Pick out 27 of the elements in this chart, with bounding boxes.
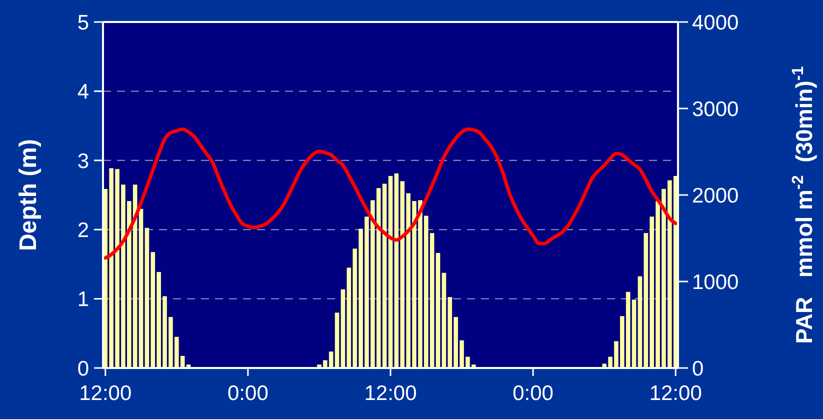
bar xyxy=(334,312,340,368)
bar xyxy=(436,252,440,368)
y-tick-label: 5 xyxy=(77,11,89,34)
x-tick-label: 12:00 xyxy=(79,382,132,405)
bar xyxy=(138,208,144,368)
bar xyxy=(632,300,636,368)
y-tick-label: 1 xyxy=(77,288,89,312)
y-tick-label: 3 xyxy=(77,150,89,173)
y2-tick-label: 2000 xyxy=(692,184,739,208)
x-tick-label: 0:00 xyxy=(228,382,268,405)
y2-tick-label: 4000 xyxy=(692,11,739,34)
y-tick-label: 4 xyxy=(77,80,90,104)
y-axis-title: Depth (m) xyxy=(15,139,42,251)
bar xyxy=(340,289,346,368)
y-tick-label: 2 xyxy=(77,218,89,242)
bar xyxy=(442,272,446,368)
bar xyxy=(638,276,642,368)
y2-tick-label: 0 xyxy=(692,357,704,380)
y2-tick-label: 1000 xyxy=(692,270,739,294)
y2-tick-label: 3000 xyxy=(692,98,739,121)
x-tick-label: 12:00 xyxy=(364,382,417,405)
x-tick-label: 0:00 xyxy=(512,382,554,405)
bar xyxy=(144,228,150,368)
line-series xyxy=(104,128,678,260)
x-tick-label: 12:00 xyxy=(649,382,702,405)
bar xyxy=(388,176,393,368)
y-tick-label: 0 xyxy=(77,357,89,380)
